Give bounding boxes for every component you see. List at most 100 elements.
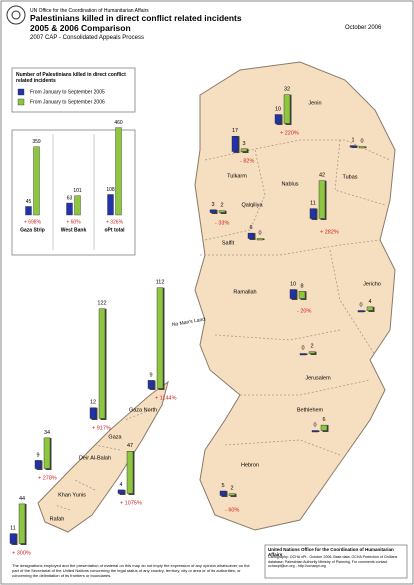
category-label: West Bank [61, 227, 87, 233]
un-emblem [6, 5, 26, 25]
boundary [240, 379, 371, 396]
boundary [204, 139, 391, 161]
boundary [329, 249, 376, 356]
value-label: 9 [36, 452, 39, 458]
value-label: 2 [310, 344, 313, 350]
bar [18, 503, 26, 544]
value-label: 45 [26, 199, 32, 205]
bar [34, 460, 42, 469]
district-name: Jerusalem [305, 375, 331, 381]
value-label: 6 [322, 417, 325, 423]
district-name: Jenin [308, 100, 321, 106]
bar [256, 238, 264, 241]
change-label: - 33% [215, 220, 229, 226]
legend-label: From January to September 2006 [30, 99, 105, 105]
bar [218, 210, 226, 213]
legend-title: Number of Palestinians killed in direct … [16, 72, 126, 84]
title: Palestinians killed in direct conflict r… [30, 13, 242, 23]
legend-box [11, 67, 136, 113]
value-label: 101 [73, 188, 82, 194]
district-name: Gaza [108, 434, 122, 440]
bar [126, 451, 134, 494]
change-label: - 20% [297, 308, 311, 314]
district-name: Bethlehem [297, 407, 324, 413]
bar [320, 424, 328, 431]
change-label: + 1075% [120, 500, 142, 506]
bar [358, 146, 366, 149]
value-label: 44 [19, 496, 25, 502]
value-label: 0 [258, 230, 261, 236]
value-label: 112 [156, 280, 165, 286]
district-name: Hebron [241, 462, 259, 468]
value-label: 9 [149, 372, 152, 378]
bar [74, 195, 81, 216]
bar [98, 308, 106, 419]
value-label: 5 [221, 483, 224, 489]
bar [209, 209, 217, 213]
bar [274, 114, 282, 124]
district-name: Jericho [363, 281, 381, 287]
change-label: + 278% [38, 475, 57, 481]
change-label: + 282% [320, 229, 339, 235]
change-label: + 220% [280, 130, 299, 136]
change-label: - 82% [240, 158, 254, 164]
category-label: Gaza Strip [20, 227, 45, 233]
district-name: Rafah [50, 516, 65, 522]
legend-swatch [17, 88, 25, 96]
org: UN Office for the Coordination of Humani… [30, 8, 149, 14]
change-label: + 698% [24, 219, 42, 225]
summary-box [11, 129, 136, 256]
value-label: 0 [313, 422, 316, 428]
value-label: 10 [275, 106, 281, 112]
value-label: 460 [114, 120, 123, 126]
value-label: 3 [211, 202, 214, 208]
value-label: 10 [290, 281, 296, 287]
bar [9, 533, 17, 544]
bar [219, 490, 227, 496]
no-mans-land-label: No Man's Land [172, 317, 206, 329]
bar [25, 206, 32, 216]
bar [89, 407, 97, 419]
bar [366, 306, 374, 311]
bar [117, 489, 125, 494]
boundary [214, 329, 341, 341]
change-label: - 60% [225, 507, 239, 513]
district-name: Nablus [281, 181, 298, 187]
value-label: 2 [230, 486, 233, 492]
tagline: 2007 CAP - Consolidated Appeals Process [30, 35, 144, 41]
bar [357, 310, 365, 313]
bar [156, 287, 164, 389]
bar [231, 135, 239, 152]
bar [147, 380, 155, 389]
credit-text: Cartography: OCHA oPt - October 2006. Ba… [268, 555, 398, 568]
value-label: 47 [127, 443, 133, 449]
district-name: Tulkarm [227, 173, 247, 179]
value-label: 3 [242, 141, 245, 147]
bar [43, 437, 51, 469]
value-label: 0 [301, 345, 304, 351]
district-name: Qalqiliya [241, 202, 263, 208]
value-label: 12 [90, 400, 96, 406]
value-label: 4 [119, 482, 122, 488]
change-label: + 917% [92, 425, 111, 431]
bar [289, 289, 297, 299]
value-label: 32 [284, 87, 290, 93]
district-name: Ramallah [233, 289, 256, 295]
value-label: 63 [67, 195, 73, 201]
bar [298, 291, 306, 299]
value-label: 17 [232, 128, 238, 134]
value-label: 359 [32, 139, 41, 145]
district-name: Deir Al-Balah [79, 455, 111, 461]
value-label: 42 [319, 173, 325, 179]
legend-swatch [17, 98, 25, 106]
district-boundaries [54, 139, 391, 511]
gaza-strip [37, 380, 169, 533]
bar [318, 180, 326, 219]
bar [308, 351, 316, 354]
value-label: 4 [368, 299, 371, 305]
credit-box [264, 544, 408, 579]
value-label: 8 [300, 283, 303, 289]
district-name: Tubas [342, 174, 357, 180]
